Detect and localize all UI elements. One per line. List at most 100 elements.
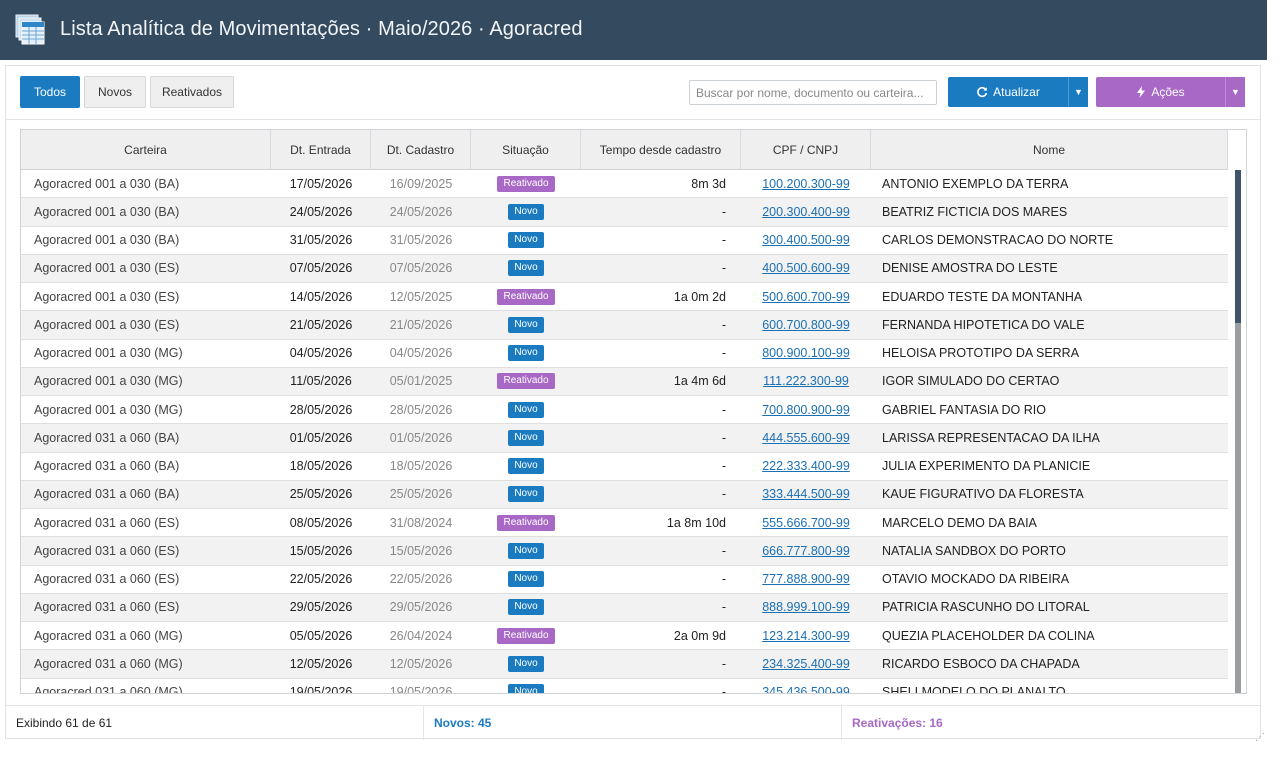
- document-link[interactable]: 300.400.500-99: [762, 233, 850, 248]
- col-header-dt-cadastro[interactable]: Dt. Cadastro: [371, 130, 471, 170]
- document-link[interactable]: 600.700.800-99: [762, 317, 850, 332]
- actions-split-button: Ações ▼: [1096, 77, 1246, 107]
- document-link[interactable]: 123.214.300-99: [762, 628, 850, 643]
- cell-dt-entrada: 07/05/2026: [289, 261, 353, 276]
- cell-dt-entrada: 29/05/2026: [289, 600, 353, 615]
- cell-situacao: Reativado: [471, 509, 581, 536]
- cell-carteira: Agoracred 031 a 060 (ES): [34, 572, 180, 587]
- table-row[interactable]: Agoracred 001 a 030 (ES) 07/05/2026 07/05/…: [21, 254, 1228, 283]
- table-row[interactable]: Agoracred 031 a 060 (ES) 08/05/2026 31/08/…: [21, 509, 1228, 538]
- cell-dt-cadastro: 24/05/2026: [389, 204, 453, 219]
- table-row[interactable]: Agoracred 031 a 060 (BA) 25/05/2026 25/05/…: [21, 480, 1228, 509]
- cell-situacao: Novo: [471, 255, 581, 282]
- actions-button[interactable]: Ações: [1096, 77, 1225, 107]
- cell-nome: CARLOS DEMONSTRACAO DO NORTE: [882, 233, 1114, 248]
- cell-carteira: Agoracred 031 a 060 (MG): [34, 685, 183, 694]
- cell-tempo: -: [721, 430, 726, 445]
- table-row[interactable]: Agoracred 031 a 060 (BA) 18/05/2026 18/05/…: [21, 453, 1228, 481]
- document-link[interactable]: 200.300.400-99: [762, 204, 850, 219]
- cell-cpf-cnpj: 100.200.300-99: [741, 170, 871, 197]
- cell-tempo: -: [721, 543, 726, 558]
- cell-cpf-cnpj: 234.325.400-99: [741, 650, 871, 677]
- refresh-dropdown-caret[interactable]: ▼: [1068, 77, 1088, 107]
- document-link[interactable]: 333.444.500-99: [762, 487, 850, 502]
- cell-cpf-cnpj: 222.333.400-99: [741, 453, 871, 480]
- col-header-situacao[interactable]: Situação: [471, 130, 581, 170]
- cell-tempo: -: [721, 346, 726, 361]
- document-link[interactable]: 888.999.100-99: [762, 600, 850, 615]
- cell-nome: MARCELO DEMO DA BAIA: [882, 515, 1037, 530]
- cell-carteira: Agoracred 001 a 030 (MG): [34, 346, 183, 361]
- table-row[interactable]: Agoracred 001 a 030 (ES) 21/05/2026 21/05/…: [21, 311, 1228, 340]
- table-row[interactable]: Agoracred 031 a 060 (ES) 29/05/2026 29/05/…: [21, 593, 1228, 622]
- table-row[interactable]: Agoracred 031 a 060 (MG) 12/05/2026 12/05/…: [21, 650, 1228, 679]
- cell-carteira: Agoracred 001 a 030 (BA): [34, 176, 180, 191]
- cell-tempo: -: [721, 233, 726, 248]
- cell-nome: KAUE FIGURATIVO DA FLORESTA: [882, 487, 1084, 502]
- status-badge: Novo: [508, 542, 544, 559]
- data-grid[interactable]: Carteira Dt. Entrada Dt. Cadastro Situaç…: [20, 129, 1247, 694]
- document-link[interactable]: 345.436.500-99: [762, 685, 850, 694]
- document-link[interactable]: 666.777.800-99: [762, 543, 850, 558]
- col-header-carteira[interactable]: Carteira: [21, 130, 271, 170]
- tab-todos[interactable]: Todos: [20, 76, 80, 108]
- document-link[interactable]: 444.555.600-99: [762, 430, 850, 445]
- cell-dt-entrada: 08/05/2026: [289, 515, 353, 530]
- status-badge: Reativado: [497, 627, 555, 644]
- document-link[interactable]: 777.888.900-99: [762, 572, 850, 587]
- table-row[interactable]: Agoracred 001 a 030 (MG) 11/05/2026 05/01/…: [21, 367, 1228, 396]
- table-row[interactable]: Agoracred 001 a 030 (BA) 17/05/2026 16/09/…: [21, 170, 1228, 199]
- cell-nome: PATRICIA RASCUNHO DO LITORAL: [882, 600, 1090, 615]
- table-row[interactable]: Agoracred 001 a 030 (ES) 14/05/2026 12/05/…: [21, 283, 1228, 312]
- cell-tempo: -: [721, 572, 726, 587]
- document-link[interactable]: 700.800.900-99: [762, 402, 850, 417]
- table-row[interactable]: Agoracred 031 a 060 (ES) 15/05/2026 15/05/…: [21, 537, 1228, 566]
- document-link[interactable]: 400.500.600-99: [762, 261, 850, 276]
- document-link[interactable]: 222.333.400-99: [762, 459, 850, 474]
- cell-cpf-cnpj: 345.436.500-99: [741, 679, 871, 694]
- tab-reativados[interactable]: Reativados: [150, 76, 234, 108]
- cell-dt-cadastro: 28/05/2026: [389, 402, 453, 417]
- cell-nome: OTAVIO MOCKADO DA RIBEIRA: [882, 572, 1070, 587]
- cell-dt-entrada: 24/05/2026: [289, 204, 353, 219]
- table-row[interactable]: Agoracred 031 a 060 (ES) 22/05/2026 22/05/…: [21, 566, 1228, 594]
- cell-nome: BEATRIZ FICTICIA DOS MARES: [882, 204, 1068, 219]
- cell-situacao: Reativado: [471, 368, 581, 395]
- cell-situacao: Novo: [471, 566, 581, 593]
- table-row[interactable]: Agoracred 001 a 030 (BA) 24/05/2026 24/05/…: [21, 198, 1228, 227]
- col-header-tempo[interactable]: Tempo desde cadastro: [581, 130, 741, 170]
- search-input[interactable]: [689, 80, 937, 105]
- col-header-cpf-cnpj[interactable]: CPF / CNPJ: [741, 130, 871, 170]
- vertical-scrollbar[interactable]: [1235, 170, 1241, 693]
- main-panel: Todos Novos Reativados Atualizar ▼ Ações…: [5, 65, 1261, 740]
- table-row[interactable]: Agoracred 001 a 030 (MG) 28/05/2026 28/05/…: [21, 396, 1228, 425]
- cell-nome: JULIA EXPERIMENTO DA PLANICIE: [882, 459, 1091, 474]
- resize-grip-icon[interactable]: ⋰: [1255, 732, 1265, 743]
- col-header-nome[interactable]: Nome: [871, 130, 1228, 170]
- cell-dt-cadastro: 12/05/2025: [389, 289, 453, 304]
- col-header-dt-entrada[interactable]: Dt. Entrada: [271, 130, 371, 170]
- table-row[interactable]: Agoracred 031 a 060 (BA) 01/05/2026 01/05/…: [21, 424, 1228, 453]
- document-link[interactable]: 234.325.400-99: [762, 656, 850, 671]
- spreadsheet-list-icon: [15, 14, 45, 45]
- cell-dt-cadastro: 07/05/2026: [389, 261, 453, 276]
- actions-dropdown-caret[interactable]: ▼: [1225, 77, 1245, 107]
- lightning-icon: [1137, 86, 1146, 98]
- status-badge: Novo: [508, 655, 544, 672]
- table-row[interactable]: Agoracred 031 a 060 (MG) 05/05/2026 26/04/…: [21, 622, 1228, 651]
- scrollbar-thumb[interactable]: [1235, 170, 1241, 323]
- cell-situacao: Novo: [471, 311, 581, 338]
- tab-novos[interactable]: Novos: [84, 76, 146, 108]
- cell-dt-entrada: 25/05/2026: [289, 487, 353, 502]
- cell-dt-cadastro: 21/05/2026: [389, 317, 453, 332]
- table-row[interactable]: Agoracred 001 a 030 (BA) 31/05/2026 31/05/…: [21, 227, 1228, 255]
- document-link[interactable]: 800.900.100-99: [762, 346, 850, 361]
- document-link[interactable]: 500.600.700-99: [762, 289, 850, 304]
- cell-dt-cadastro: 15/05/2026: [389, 543, 453, 558]
- document-link[interactable]: 100.200.300-99: [762, 176, 850, 191]
- table-row[interactable]: Agoracred 001 a 030 (MG) 04/05/2026 04/05/…: [21, 340, 1228, 368]
- document-link[interactable]: 111.222.300-99: [763, 374, 849, 389]
- document-link[interactable]: 555.666.700-99: [762, 515, 850, 530]
- refresh-button[interactable]: Atualizar: [948, 77, 1068, 107]
- table-row[interactable]: Agoracred 031 a 060 (MG) 19/05/2026 19/05/…: [21, 679, 1228, 694]
